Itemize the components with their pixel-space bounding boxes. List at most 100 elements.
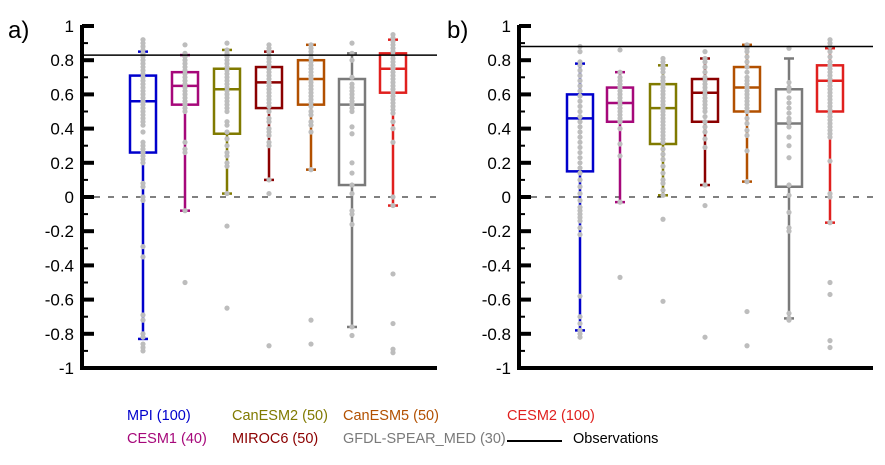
member-point [744, 343, 750, 349]
member-point [390, 126, 396, 132]
member-point [577, 184, 583, 190]
box-mpi [128, 37, 158, 354]
member-point [617, 119, 623, 125]
member-point [224, 153, 230, 159]
member-point [577, 114, 583, 120]
member-point [702, 334, 708, 340]
member-point [577, 83, 583, 89]
member-point [349, 40, 355, 46]
member-point [786, 95, 792, 101]
member-point [577, 139, 583, 145]
member-point [827, 220, 833, 226]
member-point [308, 167, 314, 173]
member-point [786, 88, 792, 94]
member-point [744, 179, 750, 185]
member-point [349, 332, 355, 339]
y-tick-label: 0.2 [487, 154, 511, 173]
member-point [224, 223, 230, 229]
member-point [577, 78, 583, 84]
member-point [349, 221, 355, 227]
member-point [577, 49, 583, 55]
box-canesm5 [732, 42, 762, 349]
member-point [786, 209, 792, 215]
member-point [224, 129, 230, 135]
member-point [617, 199, 623, 205]
member-point [617, 153, 623, 159]
member-point [390, 139, 396, 145]
member-point [827, 134, 833, 140]
member-point [660, 298, 666, 304]
member-point [617, 47, 623, 53]
member-point [577, 293, 583, 299]
y-tick-label: -0.2 [45, 222, 74, 241]
member-point [827, 279, 833, 286]
member-point [140, 122, 146, 128]
member-point [744, 69, 750, 75]
member-point [224, 122, 230, 128]
y-tick-label: -0.4 [45, 256, 74, 275]
member-point [786, 100, 792, 106]
member-point [224, 136, 230, 142]
member-point [827, 338, 833, 344]
panel-label: a) [8, 17, 29, 44]
member-point [577, 119, 583, 125]
member-point [577, 155, 583, 161]
member-point [577, 72, 583, 79]
member-point [577, 197, 583, 204]
y-tick-label: -1 [496, 359, 511, 378]
member-point [140, 243, 146, 250]
member-point [577, 62, 583, 68]
y-tick-label: -0.8 [45, 325, 74, 344]
panel-b: b) 1 0.8 0.6 0.4 0.2 0 -0.2 -0.4 -0.6 -0.8 -1 [447, 17, 873, 378]
member-point [577, 93, 583, 99]
member-point [744, 64, 750, 70]
member-point [390, 110, 396, 116]
member-point [577, 108, 583, 115]
member-point [702, 124, 708, 130]
member-point [224, 143, 230, 149]
member-point [308, 103, 314, 109]
member-point [786, 134, 792, 140]
member-point [349, 211, 355, 217]
member-point [349, 57, 355, 63]
y-tick-label: 0 [502, 188, 511, 207]
member-point [390, 271, 396, 277]
legend-cesm1: CESM1 (40) [127, 431, 207, 447]
member-point [182, 42, 188, 48]
member-point [266, 143, 272, 149]
member-point [786, 143, 792, 149]
member-point [744, 54, 750, 60]
legend-observations: Observations [573, 431, 659, 447]
y-tick-label: 0.6 [487, 85, 511, 104]
y-tick-label: 0.6 [50, 85, 74, 104]
box-mpi [565, 43, 595, 340]
member-point [577, 170, 583, 176]
member-point [182, 208, 188, 214]
member-point [390, 119, 396, 125]
member-point [349, 124, 355, 130]
panel-a: a) 1 0.8 0.6 0.4 0.2 0 -0.2 -0.4 -0.6 -0.8 -1 [8, 17, 437, 378]
member-point [577, 160, 583, 166]
member-point [786, 228, 792, 234]
member-point [577, 98, 583, 104]
panel-label: b) [447, 17, 468, 44]
member-point [577, 225, 583, 231]
member-point [224, 190, 230, 197]
member-point [224, 163, 230, 169]
member-point [786, 317, 792, 323]
member-point [702, 129, 708, 135]
member-point [827, 291, 833, 298]
member-point [786, 110, 792, 116]
member-point [266, 132, 272, 139]
member-point [786, 192, 792, 198]
member-point [140, 348, 146, 354]
member-point [660, 156, 666, 162]
member-point [182, 279, 188, 286]
legend-canesm5: CanESM5 (50) [343, 408, 439, 424]
member-point [140, 129, 146, 135]
box-canesm2 [212, 40, 242, 311]
member-point [577, 149, 583, 156]
member-point [827, 49, 833, 55]
member-point [744, 308, 750, 315]
